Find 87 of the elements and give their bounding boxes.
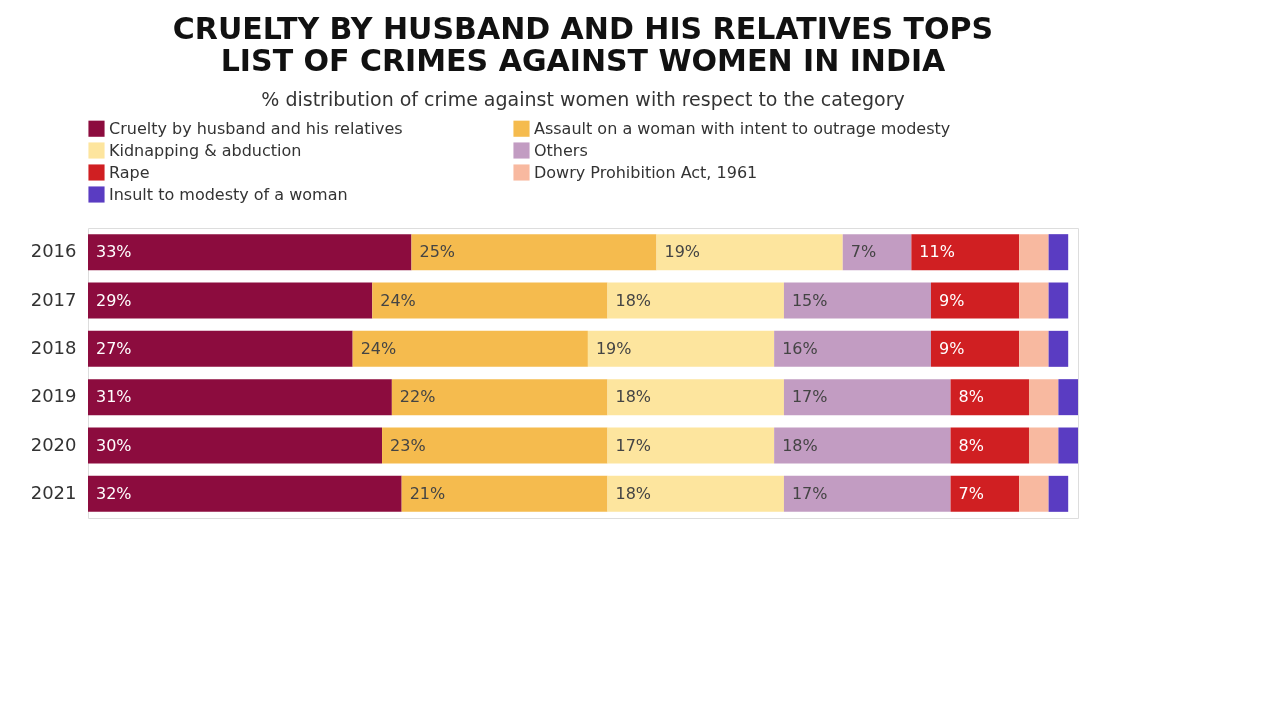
data-label: 8% — [958, 387, 984, 407]
bar — [774, 330, 931, 367]
chart-subtitle: % distribution of crime against women with respect to the category — [261, 88, 905, 110]
data-label: 9% — [938, 290, 965, 310]
bar — [1019, 282, 1049, 319]
data-label: 24% — [380, 290, 416, 310]
bar — [88, 475, 402, 512]
data-label: 30% — [96, 435, 132, 455]
y-tick-label: 2018 — [30, 336, 77, 358]
data-label: 9% — [938, 338, 965, 358]
legend-label: Assault on a woman with intent to outrage modesty — [534, 118, 951, 138]
bar — [607, 475, 784, 512]
y-tick-label: 2016 — [30, 240, 77, 262]
bar — [950, 475, 1020, 512]
bar — [1058, 427, 1078, 464]
bar — [930, 330, 1020, 367]
legend-label: Dowry Prohibition Act, 1961 — [534, 162, 758, 182]
data-label: 29% — [96, 290, 132, 310]
data-label: 17% — [615, 435, 652, 455]
bar — [1028, 379, 1059, 416]
bar — [88, 427, 383, 464]
y-tick-label: 2021 — [30, 481, 77, 503]
bar — [1048, 330, 1069, 367]
bar — [607, 282, 784, 319]
chart-title: CRUELTY BY HUSBAND AND HIS RELATIVES TOPS LIST OF CRIMES AGAINST WOMEN IN INDIA — [172, 11, 994, 78]
data-label: 32% — [96, 483, 132, 503]
data-label: 33% — [96, 242, 132, 262]
data-label: 15% — [791, 290, 828, 310]
bar — [950, 427, 1029, 464]
bar — [382, 427, 608, 464]
y-tick-label: 2017 — [30, 288, 77, 310]
bar — [1058, 379, 1078, 416]
bar — [950, 379, 1029, 416]
data-label: 27% — [96, 338, 132, 358]
data-label: 25% — [419, 242, 456, 262]
bar — [1019, 330, 1049, 367]
bar — [930, 282, 1020, 319]
data-label: 17% — [791, 483, 828, 503]
bar — [88, 234, 412, 271]
bar — [88, 330, 353, 367]
bar — [607, 427, 775, 464]
bar — [391, 379, 608, 416]
bar — [1048, 475, 1069, 512]
bar — [1028, 427, 1059, 464]
bar — [1019, 234, 1049, 271]
bar — [911, 234, 1020, 271]
legend-label: Cruelty by husband and his relatives — [109, 118, 403, 138]
data-label: 18% — [615, 483, 652, 503]
y-tick-label: 2019 — [30, 385, 77, 407]
legend-label: Insult to modesty of a woman — [109, 184, 348, 204]
data-label: 19% — [664, 242, 701, 262]
data-label: 18% — [615, 387, 652, 407]
data-label: 8% — [958, 435, 984, 455]
data-label: 18% — [615, 290, 652, 310]
data-label: 7% — [958, 483, 984, 503]
bar — [656, 234, 843, 271]
bar — [783, 475, 951, 512]
bar — [88, 282, 373, 319]
bar — [411, 234, 657, 271]
bar — [88, 379, 392, 416]
bar — [372, 282, 608, 319]
y-tick-label: 2020 — [30, 433, 77, 455]
data-label: 7% — [850, 242, 877, 262]
data-label: 23% — [390, 435, 426, 455]
data-label: 19% — [595, 338, 632, 358]
bar — [1019, 475, 1049, 512]
bar — [1048, 282, 1069, 319]
legend-label: Kidnapping & abduction — [109, 140, 302, 160]
data-label: 31% — [96, 387, 132, 407]
data-label: 16% — [782, 338, 818, 358]
bar — [401, 475, 608, 512]
data-label: 22% — [399, 387, 436, 407]
data-label: 11% — [919, 242, 955, 262]
bar — [842, 234, 912, 271]
bar — [783, 379, 951, 416]
bar — [607, 379, 784, 416]
data-label: 21% — [409, 483, 446, 503]
bar — [774, 427, 951, 464]
bar — [783, 282, 931, 319]
legend-label: Rape — [109, 162, 150, 182]
data-label: 18% — [782, 435, 818, 455]
legend-label: Others — [534, 140, 588, 160]
data-label: 24% — [360, 338, 397, 358]
data-label: 17% — [791, 387, 828, 407]
bar — [587, 330, 775, 367]
bar — [352, 330, 588, 367]
bar — [1048, 234, 1069, 271]
